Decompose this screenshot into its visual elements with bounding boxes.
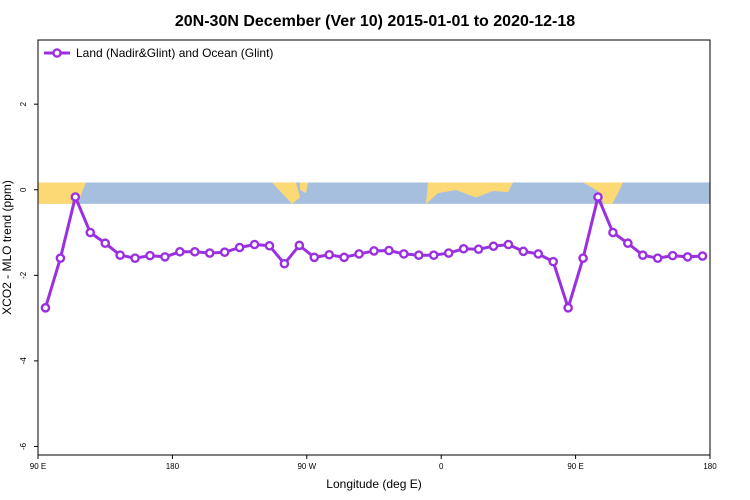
data-point xyxy=(115,250,125,261)
data-point xyxy=(548,256,559,267)
data-point xyxy=(279,258,290,269)
land-shape xyxy=(300,182,308,194)
land-shape xyxy=(583,182,623,204)
land-shape xyxy=(272,182,300,204)
legend-marker xyxy=(52,48,62,58)
x-tick-label: 180 xyxy=(166,462,180,471)
data-point xyxy=(638,250,648,261)
data-point xyxy=(309,252,320,263)
land-shape xyxy=(426,182,513,204)
data-point xyxy=(443,248,454,258)
x-tick-label: 90 E xyxy=(567,462,583,471)
data-point xyxy=(608,227,618,238)
legend: Land (Nadir&Glint) and Ocean (Glint) xyxy=(44,46,273,60)
data-point xyxy=(697,251,708,261)
data-point xyxy=(563,303,573,313)
data-point xyxy=(399,249,409,259)
x-tick-label: 180 xyxy=(703,462,717,471)
data-point xyxy=(324,249,335,260)
legend-entry-label: Land (Nadir&Glint) and Ocean (Glint) xyxy=(76,46,273,60)
axis-ticks: 90 E 180 90 W 0 90 E 180 2 0 -2 -4 -6 xyxy=(19,101,717,471)
data-point xyxy=(55,253,66,263)
y-tick-label: 0 xyxy=(19,187,28,192)
data-point xyxy=(578,253,588,263)
data-point xyxy=(85,227,96,238)
data-point xyxy=(339,252,349,263)
data-point xyxy=(384,245,394,256)
data-point xyxy=(100,238,110,249)
data-point xyxy=(70,192,81,202)
data-point xyxy=(413,250,424,261)
data-point xyxy=(40,303,51,313)
data-point xyxy=(234,242,245,253)
y-axis-title: XCO2 - MLO trend (ppm) xyxy=(0,180,14,315)
data-point xyxy=(458,243,469,254)
y-tick-label: -6 xyxy=(19,442,28,450)
series-layer xyxy=(40,192,708,313)
data-point xyxy=(145,250,155,261)
data-point xyxy=(249,239,260,250)
plot-frame xyxy=(37,39,711,456)
data-point xyxy=(623,238,633,249)
land-shape xyxy=(38,182,86,204)
data-point xyxy=(294,240,305,251)
data-point xyxy=(189,246,200,257)
y-tick-label: -2 xyxy=(19,271,28,279)
data-point xyxy=(652,253,663,263)
chart-title: 20N-30N December (Ver 10) 2015-01-01 to … xyxy=(175,13,575,30)
data-point xyxy=(354,249,364,259)
data-point xyxy=(533,249,544,259)
data-point xyxy=(667,250,678,261)
data-point xyxy=(428,250,439,261)
land-ocean-band xyxy=(38,182,710,204)
data-point xyxy=(503,239,514,250)
data-point xyxy=(369,246,379,256)
data-point xyxy=(175,246,185,257)
data-point xyxy=(160,252,170,262)
y-tick-label: -4 xyxy=(19,357,28,365)
y-tick-label: 2 xyxy=(19,101,28,106)
x-axis-title: Longitude (deg E) xyxy=(326,477,421,491)
ocean-band xyxy=(38,182,710,204)
data-point xyxy=(488,241,499,252)
x-tick-label: 0 xyxy=(439,462,444,471)
x-tick-label: 90 E xyxy=(30,462,46,471)
x-tick-label: 90 W xyxy=(297,462,316,471)
data-point xyxy=(682,252,693,262)
data-point xyxy=(264,240,275,251)
data-point xyxy=(593,192,603,202)
data-point xyxy=(473,244,484,255)
data-point xyxy=(204,248,215,258)
data-point xyxy=(518,246,529,257)
data-point xyxy=(130,253,140,263)
data-point xyxy=(219,247,230,258)
